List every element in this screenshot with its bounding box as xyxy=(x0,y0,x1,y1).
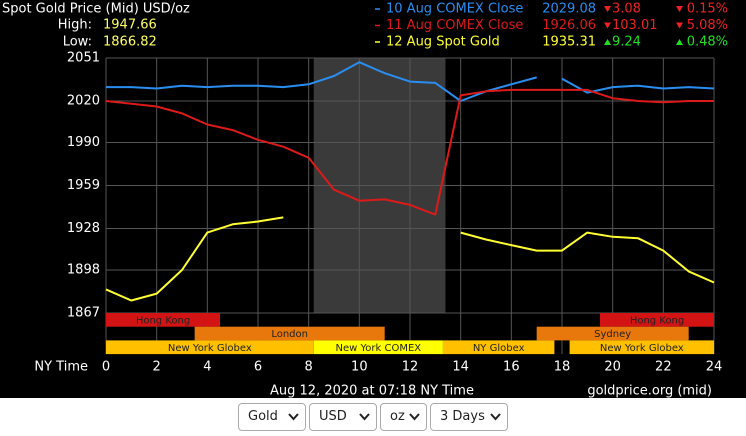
controls: Gold USD oz 3 Days xyxy=(0,398,746,436)
timestamp: Aug 12, 2020 at 07:18 NY Time xyxy=(270,384,474,399)
x-tick-label: 4 xyxy=(203,360,211,375)
range-select[interactable]: 3 Days xyxy=(430,403,508,431)
session-label: Hong Kong xyxy=(136,316,190,327)
session-label: Hong Kong xyxy=(630,316,684,327)
session-label: New York COMEX xyxy=(336,343,422,354)
metal-value: Gold xyxy=(248,409,278,424)
x-tick-label: 2 xyxy=(153,360,161,375)
direction-arrow xyxy=(676,6,683,12)
session-bar xyxy=(313,340,443,355)
session-bar xyxy=(569,340,714,355)
legend-name: 12 Aug Spot Gold xyxy=(386,35,500,50)
legend-change: 103.01 xyxy=(612,18,658,33)
direction-arrow xyxy=(676,22,683,29)
x-tick-label: 12 xyxy=(402,360,419,375)
x-tick-label: 6 xyxy=(254,360,262,375)
x-tick-label: 24 xyxy=(706,360,723,375)
chart-title: Spot Gold Price (Mid) USD/oz xyxy=(2,2,190,17)
y-tick-label: 1867 xyxy=(67,306,100,321)
session-label: London xyxy=(271,329,308,340)
legend-change-pct: 0.15% xyxy=(687,2,728,17)
legend-price: 1926.06 xyxy=(542,18,596,33)
high-value: 1947.66 xyxy=(103,18,157,33)
session-label: New York Globex xyxy=(168,343,252,354)
metal-select[interactable]: Gold xyxy=(238,403,306,431)
y-tick-label: 1990 xyxy=(67,135,100,150)
session-bar xyxy=(600,313,714,327)
y-tick-label: 1959 xyxy=(67,178,100,193)
low-value: 1866.82 xyxy=(103,35,157,50)
legend-change: 9.24 xyxy=(612,35,641,50)
range-value: 3 Days xyxy=(440,409,485,424)
session-bar xyxy=(106,313,220,327)
unit-select[interactable]: oz xyxy=(380,403,427,431)
session-bar xyxy=(194,326,385,341)
session-label: NY Globex xyxy=(473,343,525,354)
direction-arrow xyxy=(604,22,611,29)
x-tick-label: 22 xyxy=(655,360,672,375)
x-tick-label: 14 xyxy=(452,360,469,375)
legend-price: 2029.08 xyxy=(542,2,596,17)
x-tick-label: 20 xyxy=(604,360,621,375)
x-axis-label: NY Time xyxy=(34,360,88,375)
source: goldprice.org (mid) xyxy=(587,384,712,399)
legend-price: 1935.31 xyxy=(542,35,596,50)
x-tick-label: 8 xyxy=(305,360,313,375)
session-bar xyxy=(106,340,314,355)
y-tick-label: 1928 xyxy=(67,221,100,236)
direction-arrow xyxy=(604,39,611,45)
legend-change-pct: 0.48% xyxy=(687,35,728,50)
legend-name: 11 Aug COMEX Close xyxy=(386,18,523,33)
legend-change: 3.08 xyxy=(612,2,641,17)
y-tick-label: 2051 xyxy=(67,51,100,66)
chart: Spot Gold Price (Mid) USD/oz High: 1947.… xyxy=(0,0,746,398)
session-label: Sydney xyxy=(594,329,631,340)
series-line xyxy=(105,216,715,302)
x-tick-label: 10 xyxy=(351,360,368,375)
direction-arrow xyxy=(604,6,611,12)
y-tick-label: 1898 xyxy=(67,263,100,278)
currency-value: USD xyxy=(319,409,347,424)
direction-arrow xyxy=(676,39,683,45)
high-label: High: xyxy=(58,18,92,33)
session-label: New York Globex xyxy=(600,343,684,354)
series-line xyxy=(105,88,714,216)
x-tick-label: 16 xyxy=(503,360,520,375)
currency-select[interactable]: USD xyxy=(309,403,377,431)
legend-name: 10 Aug COMEX Close xyxy=(386,2,523,17)
session-bar xyxy=(536,326,689,341)
legend-change-pct: 5.08% xyxy=(687,18,728,33)
low-label: Low: xyxy=(63,35,92,50)
x-tick-label: 0 xyxy=(102,360,110,375)
session-bar xyxy=(442,340,555,355)
x-tick-label: 18 xyxy=(554,360,571,375)
y-tick-label: 2020 xyxy=(67,93,100,108)
series-line xyxy=(106,61,715,102)
unit-value: oz xyxy=(390,409,405,424)
